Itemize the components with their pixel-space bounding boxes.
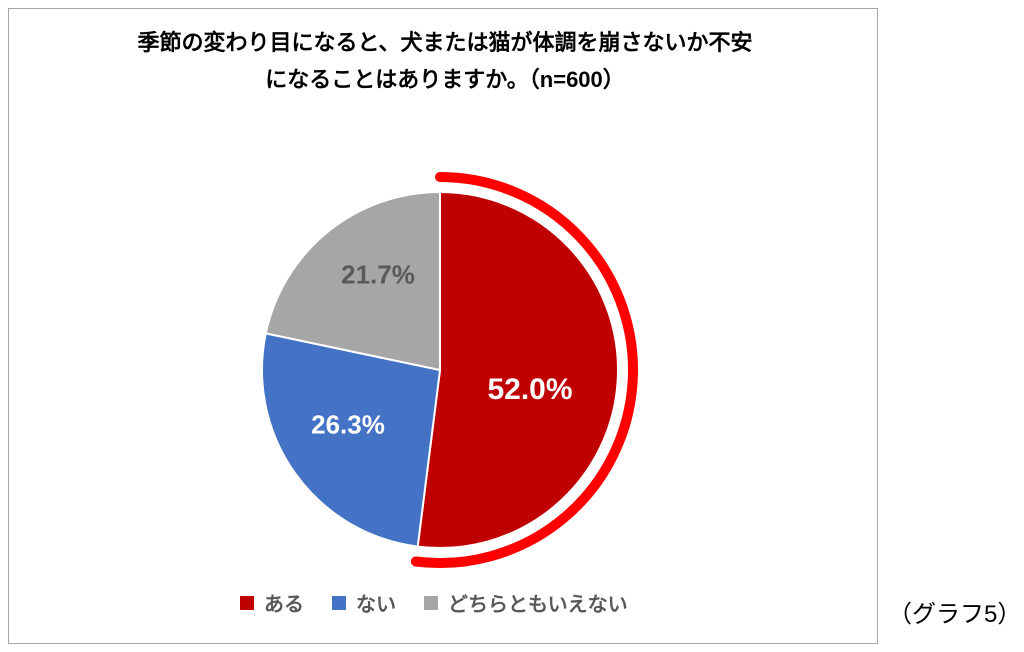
legend-swatch (424, 596, 438, 610)
chart-title-line2: になることはありますか。（n=600） (265, 67, 625, 92)
legend: ある ない どちらともいえない (240, 588, 628, 617)
legend-swatch (240, 596, 254, 610)
chart-caption: （グラフ5） (888, 594, 1021, 629)
pie-svg (232, 162, 648, 578)
pie-slice-label-aru: 52.0% (487, 373, 572, 407)
pie-chart: 52.0% 26.3% 21.7% (232, 162, 648, 578)
pie-slice-label-nai: 26.3% (311, 410, 385, 441)
legend-label: ある (264, 588, 304, 617)
legend-item: ある (240, 588, 304, 617)
legend-item: ない (332, 588, 396, 617)
pie-slice-label-dochira: 21.7% (341, 260, 415, 291)
chart-title: 季節の変わり目になると、犬または猫が体調を崩さないか不安 になることはありますか… (60, 24, 830, 99)
chart-title-line1: 季節の変わり目になると、犬または猫が体調を崩さないか不安 (137, 30, 752, 55)
legend-label: どちらともいえない (448, 588, 628, 617)
legend-label: ない (356, 588, 396, 617)
legend-swatch (332, 596, 346, 610)
legend-item: どちらともいえない (424, 588, 628, 617)
